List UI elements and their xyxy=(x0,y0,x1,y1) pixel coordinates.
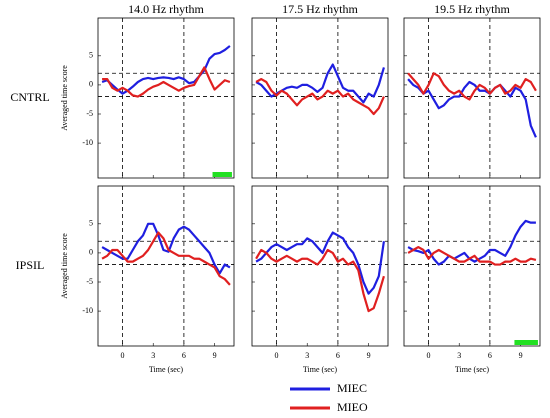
x-tick-label: 0 xyxy=(427,351,431,360)
x-tick-label: 9 xyxy=(519,351,523,360)
series-line xyxy=(101,231,231,286)
series-line xyxy=(255,77,385,116)
legend-label: MIEC xyxy=(337,381,367,395)
x-tick-label: 0 xyxy=(121,351,125,360)
axes-frame xyxy=(403,185,541,347)
axes-frame xyxy=(251,185,389,347)
x-axis-label: Time (sec) xyxy=(303,365,337,374)
axes-frame xyxy=(403,17,541,179)
highlight-bar xyxy=(212,172,232,177)
x-axis-label: Time (sec) xyxy=(149,365,183,374)
series-line xyxy=(255,248,385,313)
y-tick-label: 0 xyxy=(89,248,93,257)
series-line xyxy=(407,78,537,138)
row-label: CNTRL xyxy=(10,90,49,104)
series-line xyxy=(407,245,537,266)
x-tick-label: 0 xyxy=(275,351,279,360)
panel-title: 14.0 Hz rhythm xyxy=(128,2,204,16)
panel-title: 17.5 Hz rhythm xyxy=(282,2,358,16)
series-line xyxy=(407,219,536,266)
y-axis-label: Averaged time score xyxy=(60,233,69,299)
legend-label: MIEO xyxy=(337,400,368,414)
x-tick-label: 6 xyxy=(488,351,492,360)
y-tick-label: 5 xyxy=(89,219,93,228)
y-tick-label: -5 xyxy=(86,277,93,286)
y-tick-label: -10 xyxy=(82,138,93,147)
x-tick-label: 3 xyxy=(305,351,309,360)
y-tick-label: 5 xyxy=(89,51,93,60)
series-line xyxy=(101,222,231,275)
x-tick-label: 6 xyxy=(182,351,186,360)
highlight-bar xyxy=(514,340,538,345)
axes-frame xyxy=(251,17,389,179)
axes-frame xyxy=(97,185,235,347)
x-tick-label: 9 xyxy=(213,351,217,360)
panel-title: 19.5 Hz rhythm xyxy=(434,2,510,16)
x-axis-label: Time (sec) xyxy=(455,365,489,374)
x-tick-label: 6 xyxy=(336,351,340,360)
series-line xyxy=(255,231,385,295)
y-tick-label: -5 xyxy=(86,109,93,118)
series-line xyxy=(102,66,231,98)
series-line xyxy=(101,45,231,95)
row-label: IPSIL xyxy=(16,258,45,272)
x-tick-label: 3 xyxy=(151,351,155,360)
y-axis-label: Averaged time score xyxy=(60,65,69,131)
axes-frame xyxy=(97,17,235,179)
x-tick-label: 3 xyxy=(457,351,461,360)
x-tick-label: 9 xyxy=(367,351,371,360)
series-line xyxy=(407,72,537,101)
y-tick-label: 0 xyxy=(89,80,93,89)
y-tick-label: -10 xyxy=(82,306,93,315)
